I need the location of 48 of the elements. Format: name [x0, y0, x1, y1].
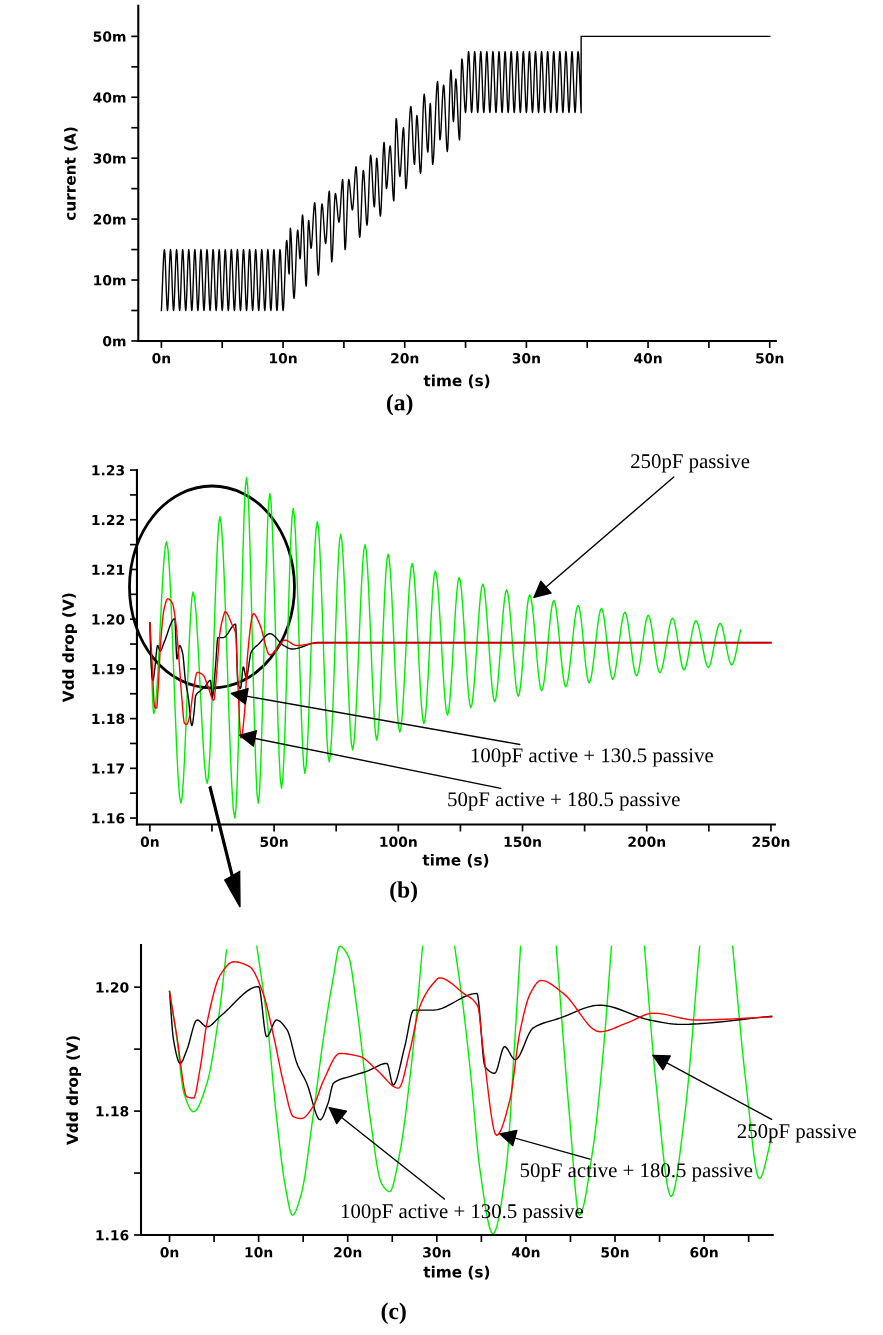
x-axis-title: time (s): [422, 853, 489, 868]
y-tick-label: 1.18: [96, 1106, 129, 1117]
y-axis-title: Vdd drop (V): [66, 1036, 82, 1145]
y-tick-label: 1.18: [92, 713, 125, 725]
annotation: 50pF active + 180.5 passive: [448, 792, 680, 811]
x-tick-label: 10n: [245, 1247, 273, 1258]
x-tick-label: 60n: [690, 1247, 718, 1258]
x-tick-label: 50n: [601, 1247, 629, 1258]
x-tick-label: 20n: [391, 353, 419, 364]
x-tick-label: 30n: [423, 1247, 451, 1258]
y-tick-label: 10m: [94, 275, 126, 286]
y-tick-label: 1.23: [92, 465, 125, 476]
x-tick-label: 0n: [152, 353, 171, 364]
x-tick-label: 150n: [504, 836, 541, 848]
x-tick-label: 30n: [512, 353, 540, 364]
text: (b): [390, 881, 418, 903]
y-tick-label: 0m: [103, 335, 126, 347]
x-tick-label: 0n: [160, 1247, 179, 1258]
y-tick-label: 1.22: [92, 514, 124, 526]
y-tick-label: 20m: [93, 214, 126, 225]
text: (a): [386, 393, 413, 416]
y-tick-label: 1.16: [96, 1229, 129, 1241]
y-tick-label: 30m: [93, 153, 126, 164]
y-axis-title: current (A): [64, 127, 78, 221]
y-axis-title: Vdd drop (V): [62, 593, 77, 703]
y-tick-label: 40m: [93, 92, 126, 103]
annotation: 250pF passive: [631, 454, 750, 473]
x-tick-label: 10n: [270, 353, 297, 364]
y-tick-label: 1.17: [92, 763, 125, 774]
x-tick-label: 40n: [634, 353, 662, 364]
x-tick-label: 20n: [334, 1247, 362, 1258]
x-axis-title: time (s): [423, 1265, 490, 1280]
x-tick-label: 0n: [140, 836, 159, 848]
y-tick-label: 50m: [93, 31, 126, 42]
x-tick-label: 40n: [511, 1247, 540, 1258]
y-tick-label: 1.19: [92, 663, 125, 675]
text: (c): [381, 1302, 406, 1324]
y-tick-label: 1.16: [92, 813, 125, 824]
y-tick-label: 1.20: [92, 614, 125, 625]
y-tick-label: 1.20: [96, 982, 129, 993]
x-tick-label: 50n: [756, 353, 784, 364]
y-tick-label: 1.21: [92, 564, 125, 575]
x-tick-label: 100n: [380, 836, 417, 848]
x-axis-title: time (s): [423, 374, 490, 389]
x-tick-label: 250n: [752, 836, 790, 848]
x-tick-label: 50n: [260, 836, 288, 848]
x-tick-label: 200n: [628, 836, 666, 848]
annotation: 100pF active + 130.5 passive: [471, 748, 713, 767]
